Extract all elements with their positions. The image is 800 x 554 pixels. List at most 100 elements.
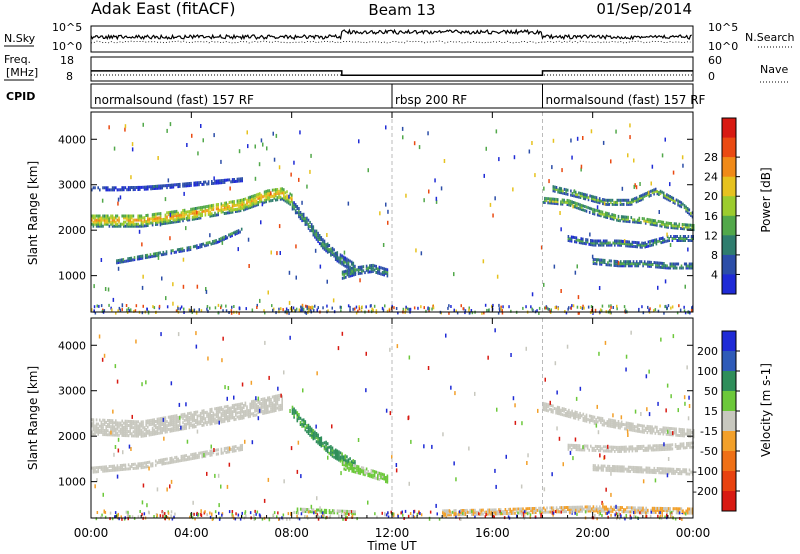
cell xyxy=(296,413,299,417)
cell xyxy=(646,243,648,246)
cell xyxy=(651,508,654,512)
cell xyxy=(159,427,162,431)
noise-cell xyxy=(634,515,637,519)
cell xyxy=(142,185,144,189)
cell xyxy=(238,209,240,213)
cell xyxy=(147,217,149,221)
cell xyxy=(243,414,245,418)
cell xyxy=(145,423,147,427)
cell xyxy=(97,218,99,222)
cell xyxy=(688,264,691,268)
cell xyxy=(131,463,133,466)
cell xyxy=(97,222,99,226)
scatter-cell xyxy=(278,165,281,170)
cell xyxy=(291,201,294,205)
scatter-cell xyxy=(514,420,517,425)
cell xyxy=(634,508,636,512)
cell xyxy=(262,409,264,413)
cell xyxy=(199,245,201,249)
noise-cell xyxy=(104,510,107,514)
cell xyxy=(598,243,600,247)
cell xyxy=(268,193,271,197)
cell xyxy=(580,239,582,243)
cell xyxy=(570,447,573,451)
cell xyxy=(257,400,259,404)
cell xyxy=(638,423,641,427)
cell xyxy=(512,507,515,511)
cell xyxy=(99,418,101,422)
cell xyxy=(156,254,158,258)
cell xyxy=(126,430,128,433)
scatter-cell xyxy=(596,205,599,210)
cell xyxy=(578,446,581,450)
cell xyxy=(610,259,612,263)
cell xyxy=(346,265,348,269)
cell xyxy=(351,273,353,277)
cell xyxy=(666,235,669,239)
cell xyxy=(281,189,283,193)
scatter-cell xyxy=(663,442,665,447)
cell xyxy=(286,200,288,204)
cell xyxy=(618,198,620,202)
cell xyxy=(108,433,111,437)
cell xyxy=(251,404,253,408)
scatter-cell xyxy=(634,183,636,188)
scatter-cell xyxy=(257,416,260,421)
freq-label: Freq. xyxy=(4,53,31,66)
cell xyxy=(350,460,353,464)
cell xyxy=(608,469,611,472)
noise-cell xyxy=(683,309,686,313)
cell xyxy=(228,207,231,211)
cell xyxy=(631,262,633,266)
cell xyxy=(642,470,644,474)
cell xyxy=(177,211,179,215)
cell xyxy=(164,213,167,217)
cell xyxy=(175,416,178,420)
cell xyxy=(609,243,611,247)
cell xyxy=(113,186,115,190)
cell xyxy=(676,226,679,230)
cell xyxy=(221,236,224,240)
cell xyxy=(386,270,389,274)
cell xyxy=(103,431,106,435)
cell xyxy=(625,421,628,425)
cell xyxy=(131,424,133,428)
cell xyxy=(666,239,669,243)
cell xyxy=(232,231,235,235)
cell xyxy=(158,459,160,462)
cell xyxy=(552,408,554,412)
cell xyxy=(171,419,173,423)
scatter-cell xyxy=(326,279,328,284)
noise-cell xyxy=(326,304,328,308)
cell xyxy=(599,445,602,449)
cell xyxy=(199,420,202,424)
noise-cell xyxy=(549,309,551,313)
cell xyxy=(602,505,604,509)
cell xyxy=(166,461,168,465)
cell xyxy=(156,216,159,220)
scatter-cell xyxy=(255,396,257,401)
cell xyxy=(193,423,195,427)
cell xyxy=(172,185,175,189)
cell xyxy=(582,208,585,212)
cell xyxy=(296,205,299,209)
cell xyxy=(155,218,157,222)
cell xyxy=(566,414,569,418)
cell xyxy=(129,424,131,428)
cell xyxy=(547,201,549,205)
noise-cell xyxy=(522,514,525,518)
cell xyxy=(103,433,106,437)
cell xyxy=(618,506,620,509)
scatter-cell xyxy=(603,455,606,460)
cell xyxy=(673,222,676,226)
cell xyxy=(270,402,272,405)
cell xyxy=(163,422,165,426)
cell xyxy=(341,262,343,266)
cell xyxy=(647,262,649,266)
noise-cell xyxy=(373,304,376,308)
cell xyxy=(94,220,96,224)
scatter-cell xyxy=(435,196,438,201)
cell xyxy=(632,424,634,428)
cell xyxy=(641,446,643,450)
scatter-cell xyxy=(367,168,369,173)
